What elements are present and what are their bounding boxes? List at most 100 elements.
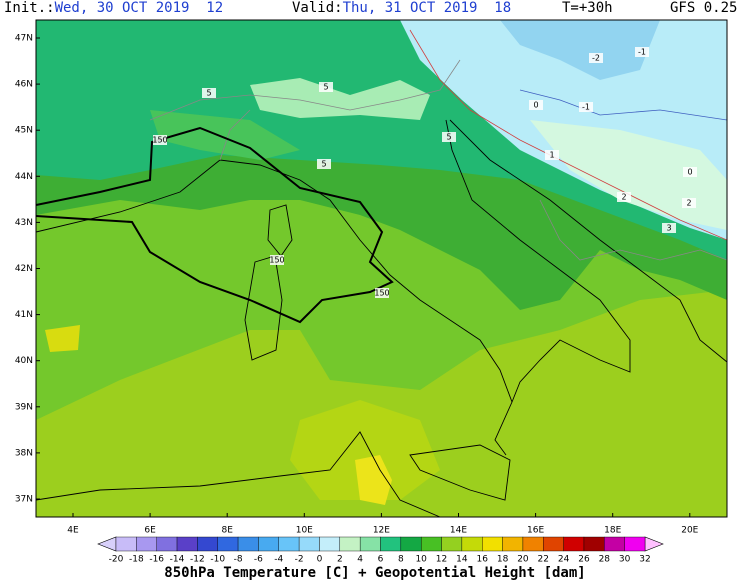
colorbar-label: 32 — [639, 555, 650, 565]
colorbar-bin — [583, 536, 605, 552]
lat-label: 38N — [15, 448, 33, 458]
colorbar-label: 4 — [357, 555, 363, 565]
contour-label: 5 — [321, 160, 326, 169]
colorbar-bin — [319, 536, 341, 552]
contour-label-bg — [529, 100, 543, 110]
colorbar-bin — [217, 536, 239, 552]
colorbar-bin — [258, 536, 279, 552]
colorbar-label: 18 — [497, 555, 509, 565]
colorbar-label: 22 — [538, 555, 549, 565]
contour-label-bg — [202, 88, 216, 98]
temp-contour — [519, 89, 727, 121]
colorbar-caption: 850hPa Temperature [C] + Geopotential He… — [164, 565, 585, 580]
colorbar-label: 2 — [337, 555, 343, 565]
colorbar-label: 14 — [456, 555, 468, 565]
colorbar-bin — [400, 536, 422, 552]
init-time: Wed, 30 OCT 2019 12 — [55, 0, 224, 16]
colorbar-label: -14 — [170, 555, 185, 565]
colorbar-bin — [359, 536, 381, 552]
colorbar-bin — [461, 536, 483, 552]
colorbar-label: -6 — [254, 555, 263, 565]
colorbar-bin — [380, 536, 402, 552]
colorbar-bin — [278, 536, 300, 552]
colorbar-label: 26 — [578, 555, 590, 565]
contour-label-bg — [545, 150, 559, 160]
colorbar-bin — [624, 536, 646, 552]
lon-label: 16E — [527, 526, 544, 536]
colorbar-label: 6 — [378, 555, 384, 565]
colorbar-label: 28 — [599, 555, 611, 565]
contour-label: 0 — [687, 168, 692, 177]
contour-label-bg — [617, 192, 631, 202]
colorbar-label: -16 — [149, 555, 164, 565]
contour-label: -1 — [582, 103, 590, 112]
header-init: Init.:Wed, 30 OCT 2019 12 — [4, 0, 223, 16]
init-label: Init.: — [4, 0, 55, 16]
colorbar-bin — [563, 536, 585, 552]
colorbar-bin — [420, 536, 442, 552]
contour-label-bg — [683, 167, 697, 177]
contour-label-bg — [635, 47, 649, 57]
colorbar-high — [644, 536, 664, 552]
lat-label: 45N — [15, 126, 33, 136]
contour-label: 0 — [533, 101, 538, 110]
contour-label: 1 — [549, 151, 554, 160]
colorbar-label: 8 — [398, 555, 404, 565]
colorbar-label: 12 — [436, 555, 447, 565]
colorbar-label: 16 — [477, 555, 489, 565]
colorbar-bin — [522, 536, 544, 552]
colorbar-bin — [502, 536, 524, 552]
contour-label-bg — [375, 288, 389, 298]
colorbar-bin — [482, 536, 503, 552]
colorbar-label: 20 — [517, 555, 529, 565]
contour-label: 2 — [686, 199, 691, 208]
lon-label: 14E — [450, 526, 467, 536]
lead-time: T=+30h — [562, 0, 613, 16]
colorbar-label: 0 — [317, 555, 323, 565]
lon-label: 20E — [681, 526, 698, 536]
lat-label: 41N — [15, 310, 33, 320]
field — [36, 290, 727, 517]
field — [355, 455, 392, 505]
contour-label: 5 — [446, 133, 451, 142]
lat-label: 47N — [15, 34, 33, 44]
lon-label: 12E — [373, 526, 390, 536]
colorbar-label: -10 — [210, 555, 225, 565]
temp-contour — [409, 29, 727, 241]
colorbar-label: -4 — [274, 555, 283, 565]
colorbar-bin — [298, 536, 320, 552]
colorbar-label: -18 — [129, 555, 144, 565]
colorbar-label: -2 — [295, 555, 304, 565]
colorbar-label: -12 — [190, 555, 205, 565]
colorbar-bin — [604, 536, 625, 552]
field — [150, 110, 300, 160]
valid-time: Thu, 31 OCT 2019 18 — [343, 0, 512, 16]
borders — [149, 59, 727, 261]
contour-label: -2 — [592, 54, 600, 63]
model-name: GFS 0.25 — [670, 0, 737, 16]
contour-label: 5 — [206, 89, 211, 98]
contour-label-bg — [317, 159, 331, 169]
contour-label-bg — [270, 255, 284, 265]
map — [36, 20, 727, 517]
colorbar: -20 -18 -16 -14 -12 -10 -8 -6 -4 -2 0 2 4 6 8 10 12 14 16 1… — [97, 536, 664, 565]
colorbar-bin — [237, 536, 259, 552]
valid-label: Valid: — [292, 0, 343, 16]
colorbar-label: 10 — [415, 555, 427, 565]
lon-label: 4E — [67, 526, 79, 536]
lat-label: 43N — [15, 218, 33, 228]
colorbar-label: 30 — [619, 555, 631, 565]
colorbar-bin — [197, 536, 218, 552]
contour-label-bg — [579, 102, 593, 112]
field — [530, 120, 727, 230]
lon-label: 10E — [296, 526, 313, 536]
lat-label: 37N — [15, 495, 33, 505]
lat-label: 39N — [15, 402, 33, 412]
colorbar-low — [97, 536, 117, 552]
colorbar-bin — [441, 536, 463, 552]
header-valid: Valid:Thu, 31 OCT 2019 18 — [292, 0, 511, 16]
field — [250, 78, 430, 120]
lon-label: 18E — [604, 526, 621, 536]
contour-label: 5 — [323, 83, 328, 92]
